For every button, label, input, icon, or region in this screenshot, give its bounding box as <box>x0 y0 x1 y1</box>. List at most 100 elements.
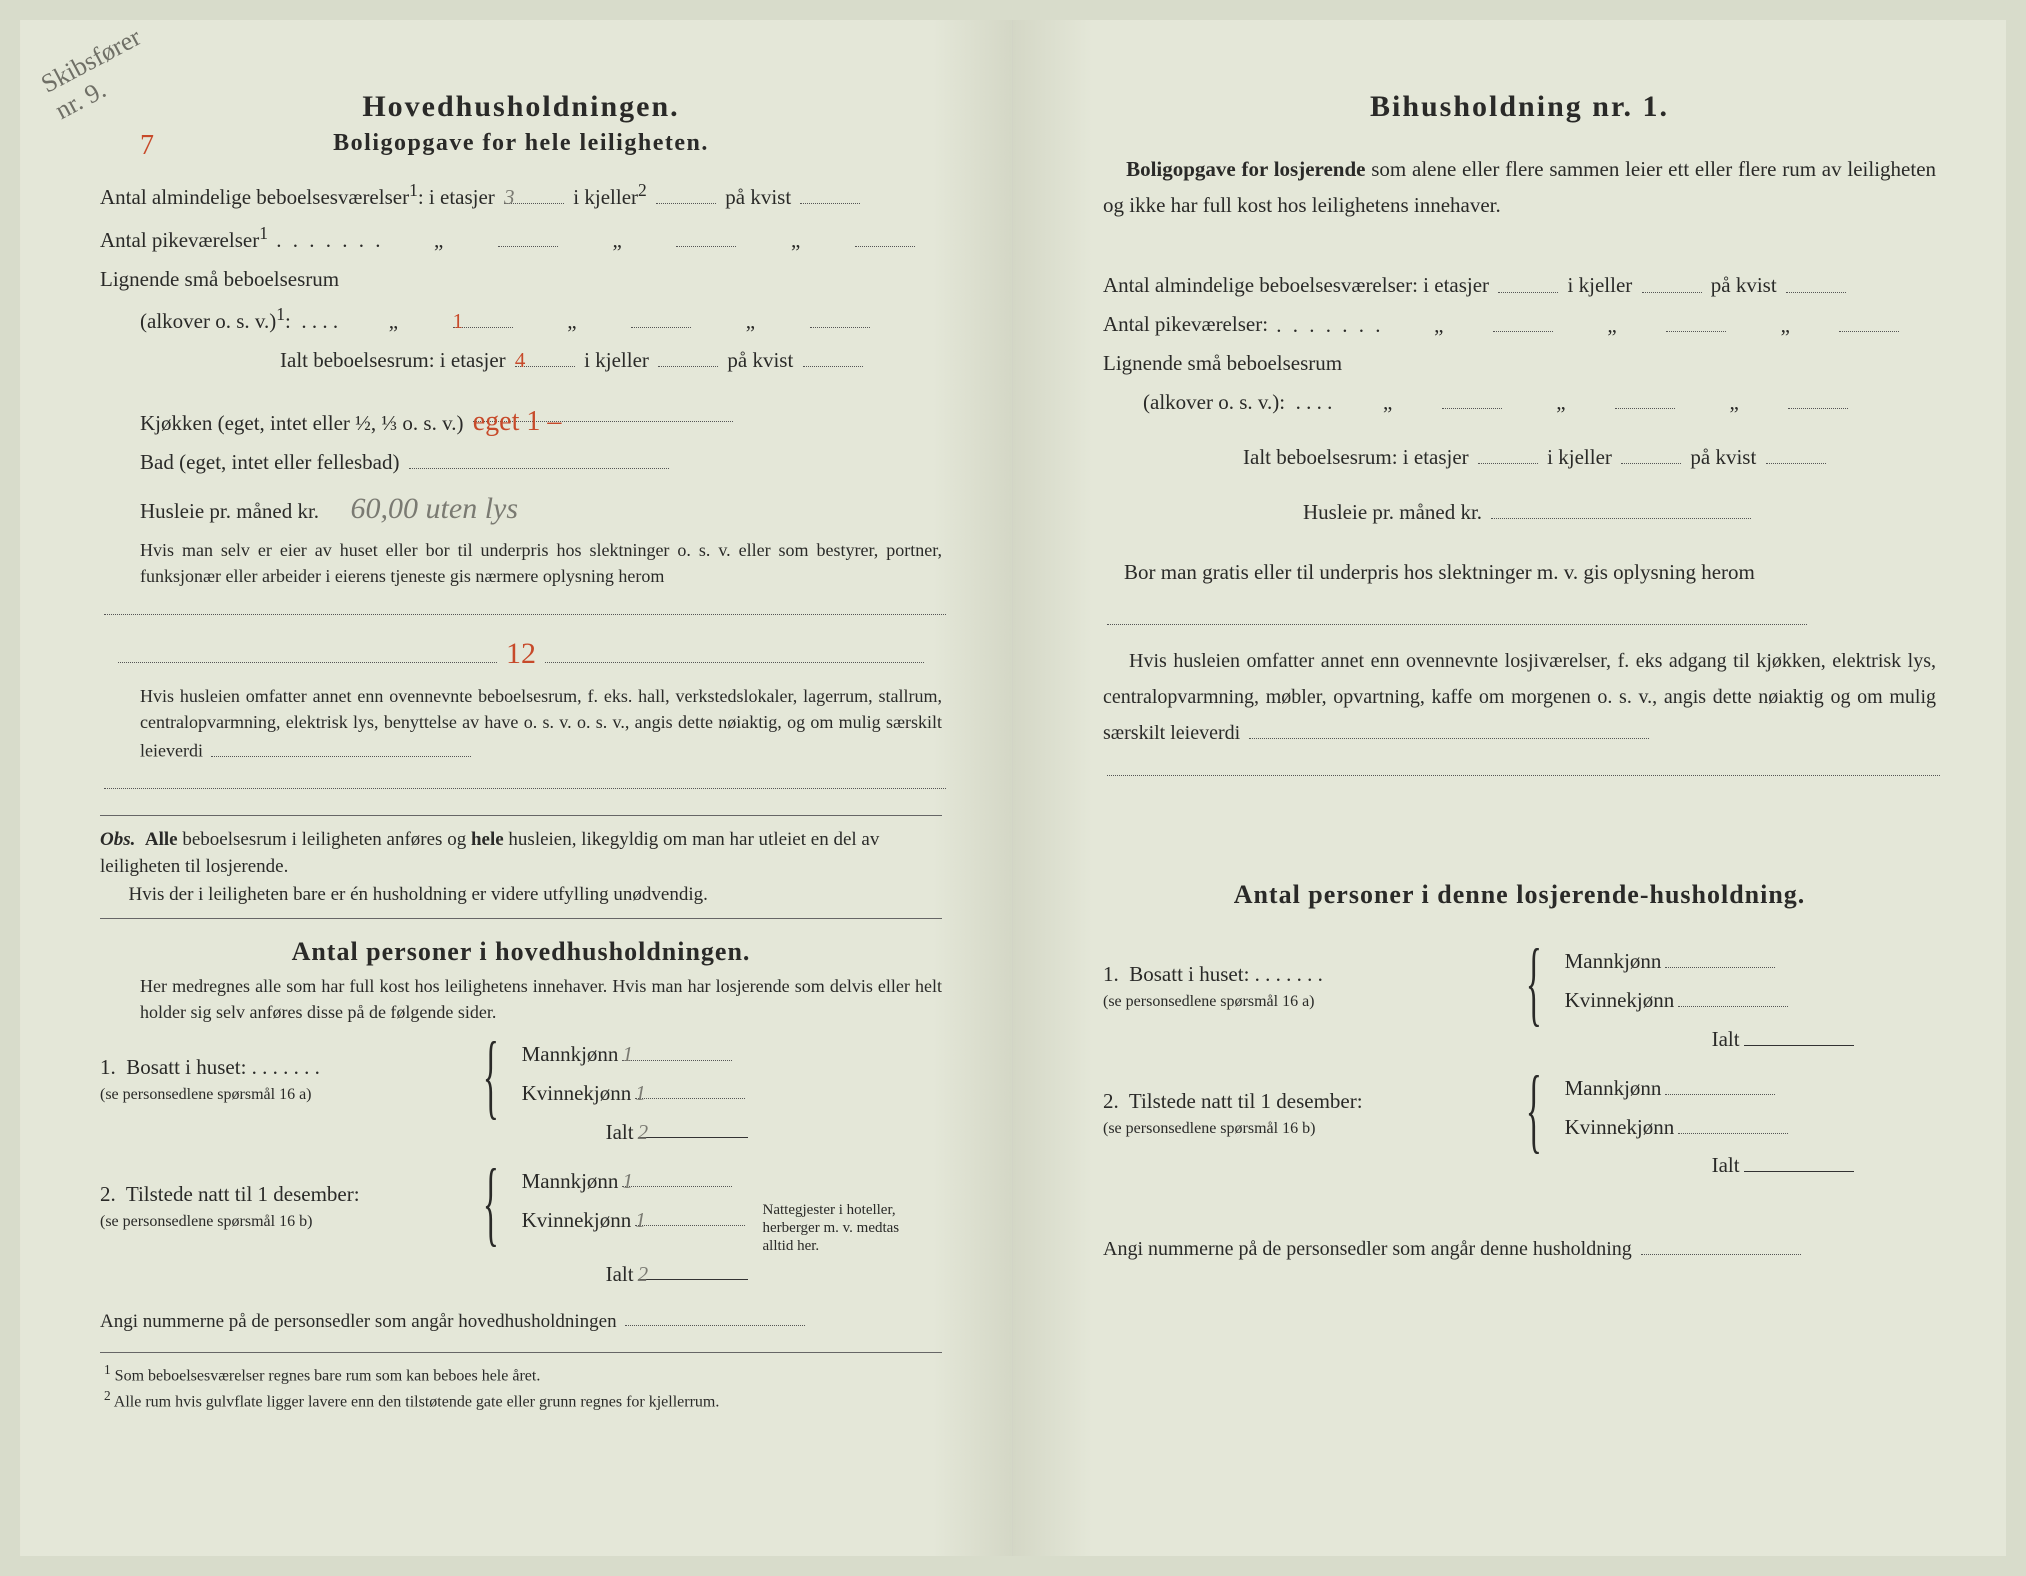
field[interactable] <box>1107 600 1807 625</box>
ditto: „ <box>700 303 800 340</box>
pike-line: Antal pikeværelser: „ „ „ <box>1103 306 1936 343</box>
intro: Boligopgave for losjerende som alene ell… <box>1103 152 1936 223</box>
footnote-1: 1 Som beboelsesværelser regnes bare rum … <box>100 1361 942 1388</box>
label: på kvist <box>1690 445 1756 469</box>
label: Tilstede natt til 1 desember: <box>1129 1089 1363 1113</box>
field[interactable] <box>211 735 471 757</box>
label: Antal pikeværelser: <box>1103 313 1268 337</box>
label: i kjeller <box>1568 274 1633 298</box>
field[interactable] <box>1839 306 1899 331</box>
natt-note: Nattegjester i hoteller, herberger m. v.… <box>763 1201 903 1255</box>
field-bad[interactable] <box>409 444 669 469</box>
kk-label: Kvinnekjønn <box>522 1081 632 1105</box>
field-ialt[interactable]: 2 <box>638 1113 748 1138</box>
field[interactable] <box>855 222 915 247</box>
mk-label: Mannkjønn <box>1565 949 1662 973</box>
field[interactable] <box>810 303 870 328</box>
field[interactable] <box>1493 306 1553 331</box>
field[interactable] <box>1665 943 1775 968</box>
field-kjeller[interactable] <box>656 179 716 204</box>
sub: (se personsedlene spørsmål 16 b) <box>100 1213 312 1230</box>
ditto: „ <box>343 303 443 340</box>
field[interactable] <box>1478 439 1538 464</box>
field[interactable] <box>1744 1021 1854 1046</box>
field[interactable] <box>104 764 946 789</box>
field[interactable] <box>1678 1108 1788 1133</box>
field-ialt-etasjer[interactable]: 4 <box>515 342 575 367</box>
field[interactable] <box>1788 384 1848 409</box>
q2-row: 2. Tilstede natt til 1 desember: (se per… <box>100 1162 942 1294</box>
ditto: „ <box>1338 384 1438 421</box>
husleie-note: Hvis husleien omfatter annet enn ovennev… <box>1103 643 1936 751</box>
red-number: 7 <box>140 130 154 162</box>
field-ialt[interactable]: 2 <box>638 1255 748 1280</box>
field[interactable] <box>498 222 558 247</box>
field[interactable] <box>676 222 736 247</box>
field-kvist[interactable] <box>800 179 860 204</box>
field[interactable] <box>625 1304 805 1327</box>
field[interactable] <box>1744 1147 1854 1172</box>
field[interactable] <box>1666 306 1726 331</box>
main-subtitle: Boligopgave for hele leiligheten. <box>100 130 942 157</box>
field[interactable] <box>1498 267 1558 292</box>
field-etasjer[interactable]: 3 <box>504 179 564 204</box>
q1-row: 1. Bosatt i huset: . . . . . . . (se per… <box>100 1035 942 1152</box>
field[interactable] <box>1621 439 1681 464</box>
section-title: Antal personer i hovedhusholdningen. <box>100 937 942 967</box>
val: 1 <box>622 1162 633 1201</box>
pikevaerelser-line: Antal pikeværelser1 „ „ „ <box>100 218 942 259</box>
rooms-line: Antal almindelige beboelsesværelser: i e… <box>1103 267 1936 304</box>
ialt-label: Ialt <box>606 1262 634 1286</box>
gratis-note: Bor man gratis eller til underpris hos s… <box>1103 549 1936 641</box>
val: 1 <box>635 1201 646 1240</box>
label: Angi nummerne på de personsedler som ang… <box>1103 1238 1632 1260</box>
field[interactable] <box>1642 267 1702 292</box>
field-kk[interactable]: 1 <box>635 1201 745 1226</box>
bad-line: Bad (eget, intet eller fellesbad) <box>100 444 942 481</box>
field-kjokken[interactable]: eget 1 – <box>473 397 733 422</box>
field-kk[interactable]: 1 <box>635 1074 745 1099</box>
field[interactable] <box>1665 1069 1775 1094</box>
field[interactable] <box>1766 439 1826 464</box>
field[interactable] <box>118 638 497 663</box>
q2-right: Mannkjønn1 Kvinnekjønn1 Nattegjester i h… <box>522 1162 942 1294</box>
field[interactable] <box>631 303 691 328</box>
field[interactable] <box>1786 267 1846 292</box>
bracket-icon: { <box>1526 1069 1542 1150</box>
field[interactable] <box>1615 384 1675 409</box>
field[interactable] <box>1641 1231 1801 1255</box>
ditto: „ <box>1389 307 1489 344</box>
field[interactable] <box>1442 384 1502 409</box>
val: 2 <box>638 1113 649 1152</box>
field[interactable] <box>1678 982 1788 1007</box>
kk-label: Kvinnekjønn <box>522 1208 632 1232</box>
val: 1 <box>635 1074 646 1113</box>
label: i kjeller <box>1547 445 1612 469</box>
field-long[interactable] <box>104 589 946 614</box>
field[interactable] <box>1491 494 1751 519</box>
blank-line <box>100 764 942 801</box>
field[interactable]: 1 <box>453 303 513 328</box>
dots <box>1268 313 1384 337</box>
husleie-line: Husleie pr. måned kr. 60,00 uten lys <box>100 483 942 536</box>
text: Hvis man selv er eier av huset eller bor… <box>140 540 942 586</box>
q1-row: 1. Bosatt i huset: . . . . . . . (se per… <box>1103 942 1936 1059</box>
field[interactable] <box>658 342 718 367</box>
bracket-icon: { <box>483 1162 499 1243</box>
field[interactable] <box>1249 715 1649 739</box>
page-right: Bihusholdning nr. 1. Boligopgave for los… <box>1013 20 2006 1556</box>
rooms-etasjer-line: Antal almindelige beboelsesværelser1: i … <box>100 175 942 216</box>
sup: 2 <box>638 180 647 200</box>
field[interactable] <box>545 638 924 663</box>
form-spread: Skibsfører nr. 9. 7 Hovedhusholdningen. … <box>20 20 2006 1556</box>
sub: (se personsedlene spørsmål 16 b) <box>1103 1120 1315 1137</box>
field-mk[interactable]: 1 <box>622 1162 732 1187</box>
text: Bor man gratis eller til underpris hos s… <box>1124 560 1755 584</box>
obs-text-2: Hvis der i leiligheten bare er én hushol… <box>129 884 708 905</box>
field[interactable] <box>1107 751 1940 776</box>
sub: (se personsedlene spørsmål 16 a) <box>1103 993 1315 1010</box>
field[interactable] <box>803 342 863 367</box>
label: Antal almindelige beboelsesværelser <box>100 185 409 209</box>
field-mk[interactable]: 1 <box>622 1035 732 1060</box>
angi-line: Angi nummerne på de personsedler som ang… <box>1103 1231 1936 1267</box>
